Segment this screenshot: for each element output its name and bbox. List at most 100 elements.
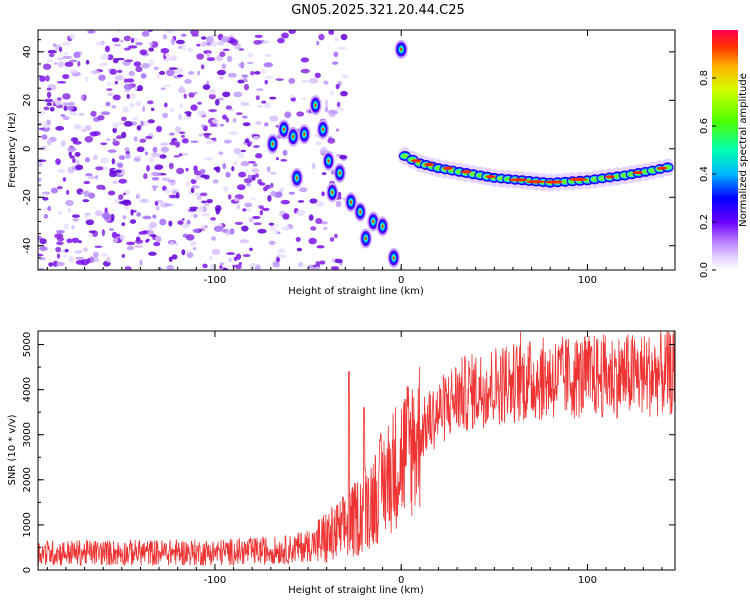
noise-speck — [289, 95, 296, 98]
ridge-peak — [569, 177, 588, 181]
noise-speck — [39, 246, 48, 252]
ridge-peak — [544, 180, 563, 184]
noise-speck — [297, 200, 305, 203]
spectrogram-ylabel: Frequency (Hz) — [7, 112, 18, 188]
noise-speck — [235, 264, 242, 270]
noise-speck — [112, 94, 121, 101]
noise-speck — [153, 66, 159, 71]
noise-speck — [229, 131, 238, 136]
noise-speck — [60, 140, 66, 147]
noise-speck — [172, 190, 178, 194]
noise-speck — [81, 128, 87, 132]
noise-speck — [309, 198, 318, 204]
noise-speck — [97, 115, 105, 121]
noise-speck — [200, 64, 205, 70]
noise-speck — [174, 126, 182, 133]
noise-speck — [243, 83, 250, 91]
noise-speck — [269, 96, 277, 100]
noise-speck — [164, 53, 170, 57]
noise-speck — [253, 39, 262, 45]
noise-speck — [125, 153, 131, 159]
noise-speck — [126, 93, 130, 99]
noise-speck — [321, 191, 325, 197]
noise-speck — [193, 213, 198, 219]
noise-speck — [109, 171, 117, 178]
noise-speck — [244, 169, 249, 173]
noise-speck — [41, 208, 49, 211]
spectral-blob — [322, 127, 324, 131]
noise-speck — [233, 91, 243, 98]
noise-speck — [313, 266, 321, 270]
noise-speck — [101, 229, 106, 236]
noise-speck — [129, 93, 136, 100]
noise-speck — [315, 260, 321, 267]
noise-speck — [139, 198, 149, 204]
noise-speck — [282, 213, 290, 220]
noise-speck — [107, 149, 117, 153]
noise-speck — [211, 248, 221, 255]
noise-speck — [111, 104, 117, 109]
noise-speck — [225, 117, 230, 123]
noise-speck — [40, 192, 47, 197]
noise-speck — [262, 207, 270, 212]
noise-speck — [236, 184, 246, 191]
noise-speck — [74, 250, 83, 254]
noise-speck — [192, 176, 203, 181]
noise-speck — [315, 217, 323, 225]
noise-speck — [241, 102, 250, 106]
noise-speck — [56, 97, 62, 101]
spectrogram-ytick-label: 20 — [22, 94, 33, 107]
noise-speck — [39, 238, 47, 245]
noise-speck — [206, 57, 216, 62]
noise-speck — [38, 253, 44, 257]
noise-speck — [88, 230, 96, 234]
noise-speck — [252, 215, 261, 220]
noise-speck — [136, 193, 141, 199]
noise-speck — [178, 46, 183, 49]
noise-speck — [130, 37, 135, 44]
noise-speck — [132, 116, 139, 121]
ridge-peak — [509, 178, 528, 182]
noise-speck — [335, 128, 340, 132]
noise-speck — [205, 140, 215, 145]
noise-speck — [308, 237, 317, 245]
noise-speck — [189, 206, 199, 210]
snr-xlabel: Height of straight line (km) — [288, 585, 424, 596]
spectral-blob — [295, 176, 298, 180]
noise-speck — [185, 167, 189, 172]
noise-speck — [163, 84, 171, 88]
spectral-blob — [327, 159, 330, 163]
noise-speck — [141, 30, 150, 37]
noise-speck — [264, 79, 268, 85]
noise-speck — [112, 127, 118, 134]
noise-speck — [209, 265, 216, 270]
noise-speck — [290, 97, 296, 102]
noise-speck — [56, 237, 65, 242]
noise-speck — [116, 57, 125, 61]
noise-speck — [175, 141, 180, 148]
noise-speck — [68, 111, 78, 116]
noise-speck — [278, 248, 285, 253]
noise-speck — [200, 124, 205, 128]
noise-speck — [124, 59, 134, 63]
spectral-blob — [372, 219, 375, 224]
noise-speck — [68, 101, 75, 106]
noise-speck — [100, 53, 109, 61]
noise-speck — [256, 104, 263, 109]
noise-speck — [168, 220, 173, 227]
noise-speck — [214, 98, 220, 106]
noise-speck — [180, 43, 187, 48]
noise-speck — [335, 107, 345, 112]
noise-speck — [211, 119, 219, 124]
noise-speck — [288, 191, 295, 195]
noise-speck — [208, 256, 213, 261]
noise-speck — [152, 214, 157, 219]
noise-speck — [247, 174, 253, 179]
noise-speck — [212, 179, 219, 184]
noise-speck — [201, 200, 207, 204]
spectral-blob — [314, 103, 317, 107]
noise-speck — [185, 234, 195, 241]
noise-speck — [56, 185, 63, 190]
noise-speck — [75, 256, 84, 260]
